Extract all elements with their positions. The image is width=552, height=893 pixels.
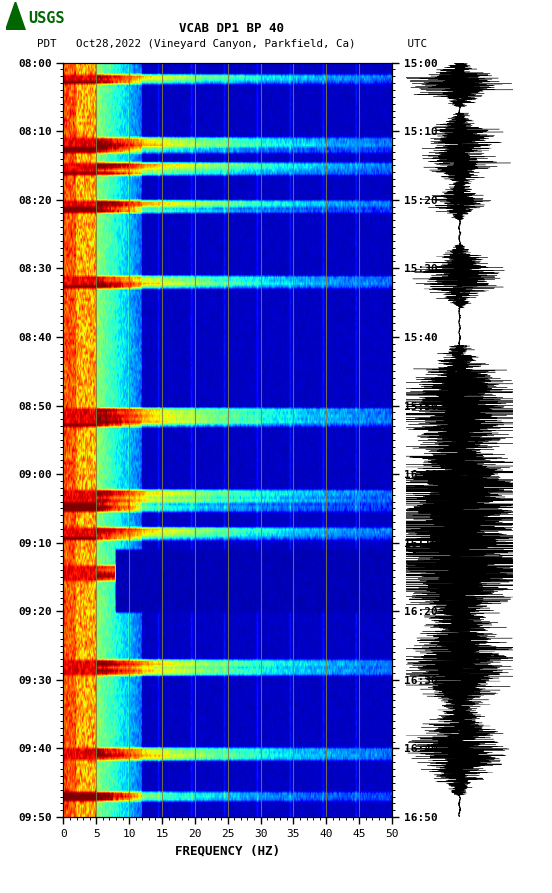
X-axis label: FREQUENCY (HZ): FREQUENCY (HZ) [175, 845, 280, 857]
Text: USGS: USGS [28, 12, 65, 27]
Polygon shape [6, 2, 25, 30]
Text: VCAB DP1 BP 40: VCAB DP1 BP 40 [179, 22, 284, 36]
Text: PDT   Oct28,2022 (Vineyard Canyon, Parkfield, Ca)        UTC: PDT Oct28,2022 (Vineyard Canyon, Parkfie… [37, 39, 427, 49]
